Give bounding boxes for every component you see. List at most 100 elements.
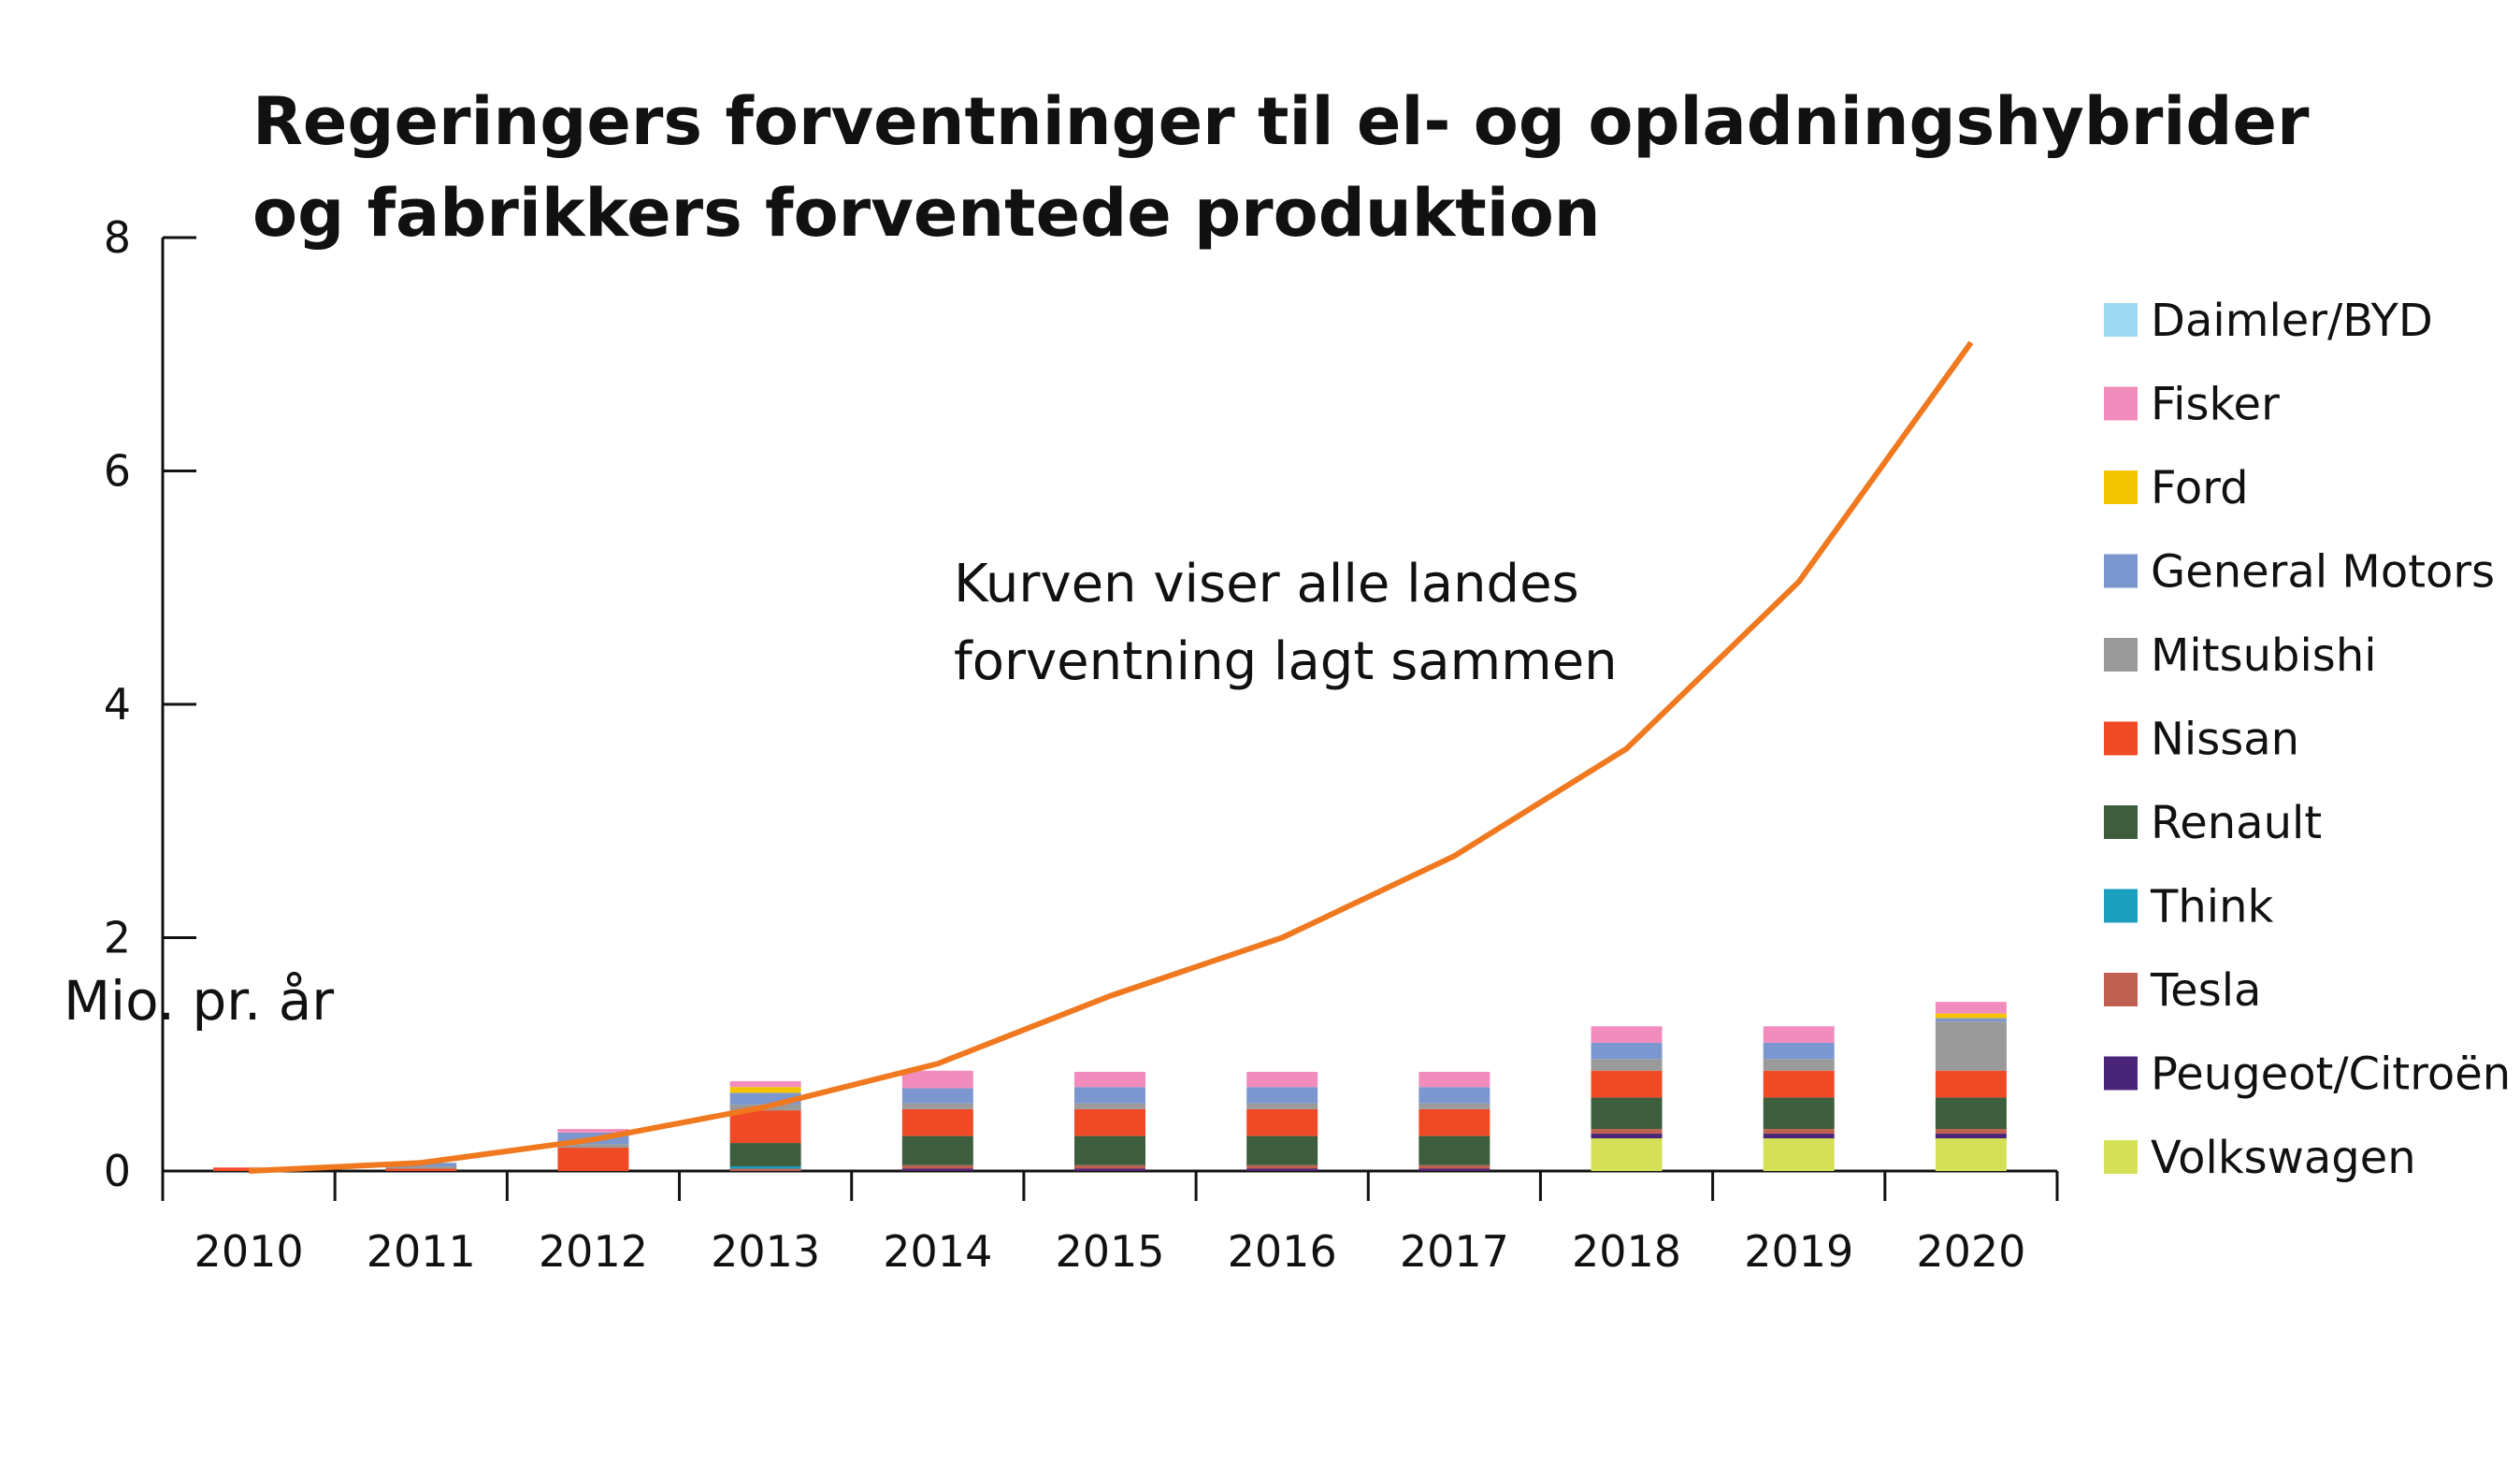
y-tick-label: 2 bbox=[104, 913, 131, 963]
bar-segment bbox=[1763, 1042, 1835, 1060]
bar-segment bbox=[1418, 1164, 1490, 1169]
total-expectation-line bbox=[248, 340, 1974, 1174]
bar-segment bbox=[901, 1103, 973, 1109]
bar-segment bbox=[1591, 1138, 1663, 1171]
bars bbox=[213, 1002, 2007, 1171]
bar-segment bbox=[1591, 1134, 1663, 1139]
bar-segment bbox=[1591, 1070, 1663, 1098]
bar-segment bbox=[729, 1110, 801, 1144]
chart-title-line-1: Regeringers forventninger til el- og opl… bbox=[252, 83, 2310, 160]
legend-swatch bbox=[2104, 554, 2138, 588]
bar-segment bbox=[1763, 1070, 1835, 1098]
annotation-line-1: Kurven viser alle landes bbox=[954, 554, 1579, 615]
total-line bbox=[248, 340, 1974, 1174]
x-tick-label: 2018 bbox=[1572, 1226, 1681, 1277]
bar-segment bbox=[1935, 1021, 2007, 1071]
legend-swatch bbox=[2104, 386, 2138, 421]
legend-label: Peugeot/Citroën bbox=[2151, 1048, 2511, 1101]
bar-segment bbox=[1591, 1026, 1663, 1043]
x-tick-label: 2014 bbox=[883, 1226, 992, 1277]
legend-swatch bbox=[2104, 638, 2138, 672]
y-axis-label: Mio. pr. år bbox=[64, 969, 334, 1033]
bar-segment bbox=[1246, 1087, 1318, 1104]
bar-segment bbox=[1074, 1103, 1145, 1109]
legend-swatch bbox=[2104, 973, 2138, 1006]
bar-segment bbox=[1763, 1097, 1835, 1130]
bar-segment bbox=[385, 1168, 457, 1171]
axes: 0 2 4 6 8 2010 2011 2012 2013 2014 2015 2016 2017 201… bbox=[104, 212, 2059, 1277]
bar-segment bbox=[1935, 1013, 2007, 1019]
bar-segment bbox=[1591, 1129, 1663, 1135]
bar-segment bbox=[1074, 1108, 1145, 1136]
bar-segment bbox=[901, 1070, 973, 1089]
bar-segment bbox=[1935, 1018, 2007, 1022]
annotation: Kurven viser alle landes forventning lag… bbox=[954, 554, 1618, 692]
y-tick-label: 6 bbox=[104, 446, 131, 497]
bar-segment bbox=[1763, 1138, 1835, 1171]
legend-swatch bbox=[2104, 470, 2138, 504]
bar-segment bbox=[1935, 1134, 2007, 1139]
bar-segment bbox=[1074, 1071, 1145, 1088]
x-tick-label: 2013 bbox=[711, 1226, 820, 1277]
bar-segment bbox=[1763, 1129, 1835, 1135]
x-tick-label: 2015 bbox=[1055, 1226, 1164, 1277]
legend-label: Renault bbox=[2151, 797, 2322, 849]
legend-label: Volkswagen bbox=[2151, 1132, 2416, 1184]
bar-segment bbox=[1591, 1097, 1663, 1130]
x-tick-label: 2017 bbox=[1400, 1226, 1509, 1277]
legend-label: Think bbox=[2150, 881, 2274, 933]
bar-segment bbox=[1935, 1002, 2007, 1014]
annotation-line-2: forventning lagt sammen bbox=[954, 631, 1618, 692]
bar-segment bbox=[1418, 1087, 1490, 1104]
bar-segment bbox=[1246, 1071, 1318, 1088]
bar-segment bbox=[557, 1148, 629, 1171]
legend-swatch bbox=[2104, 805, 2138, 839]
bar-segment bbox=[1763, 1134, 1835, 1139]
bar-segment bbox=[1246, 1103, 1318, 1109]
bar-segment bbox=[901, 1088, 973, 1104]
legend: Daimler/BYD Fisker Ford General Motors Mitsu… bbox=[2104, 295, 2511, 1184]
x-tick-label: 2019 bbox=[1744, 1226, 1853, 1277]
legend-swatch bbox=[2104, 1056, 2138, 1091]
bar-segment bbox=[385, 1166, 457, 1169]
x-tick-label: 2010 bbox=[194, 1226, 304, 1277]
bar-segment bbox=[1418, 1108, 1490, 1136]
x-tick-label: 2020 bbox=[1916, 1226, 2025, 1277]
x-tick-label: 2016 bbox=[1228, 1226, 1337, 1277]
bar-segment bbox=[1763, 1026, 1835, 1043]
bar-segment bbox=[1418, 1135, 1490, 1165]
bar-segment bbox=[729, 1080, 801, 1088]
bar-segment bbox=[1074, 1164, 1145, 1169]
bar-segment bbox=[1591, 1042, 1663, 1060]
bar-segment bbox=[729, 1143, 801, 1167]
bar-segment bbox=[729, 1166, 801, 1169]
bar-segment bbox=[1246, 1135, 1318, 1165]
bar-segment bbox=[901, 1135, 973, 1165]
bar-segment bbox=[1935, 1070, 2007, 1098]
legend-swatch bbox=[2104, 303, 2138, 337]
bar-segment bbox=[1418, 1071, 1490, 1088]
bar-segment bbox=[1763, 1059, 1835, 1071]
legend-label: Nissan bbox=[2151, 714, 2299, 766]
legend-label: General Motors bbox=[2151, 546, 2495, 599]
bar-segment bbox=[901, 1168, 973, 1171]
bar-segment bbox=[1074, 1087, 1145, 1104]
bar-segment bbox=[901, 1164, 973, 1169]
bar-segment bbox=[1418, 1103, 1490, 1109]
chart-title: Regeringers forventninger til el- og opl… bbox=[252, 83, 2310, 252]
y-tick-label: 0 bbox=[104, 1146, 131, 1196]
x-tick-label: 2011 bbox=[367, 1226, 476, 1277]
bar-segment bbox=[557, 1129, 629, 1133]
bar-segment bbox=[729, 1087, 801, 1093]
y-tick-label: 8 bbox=[104, 212, 131, 263]
bar-segment bbox=[1074, 1135, 1145, 1165]
bar-segment bbox=[1591, 1059, 1663, 1071]
legend-swatch bbox=[2104, 889, 2138, 923]
bar-segment bbox=[1246, 1108, 1318, 1136]
x-tick-label: 2012 bbox=[539, 1226, 648, 1277]
bar-segment bbox=[1935, 1129, 2007, 1135]
legend-label: Mitsubishi bbox=[2151, 629, 2377, 682]
y-tick-label: 4 bbox=[104, 679, 131, 730]
